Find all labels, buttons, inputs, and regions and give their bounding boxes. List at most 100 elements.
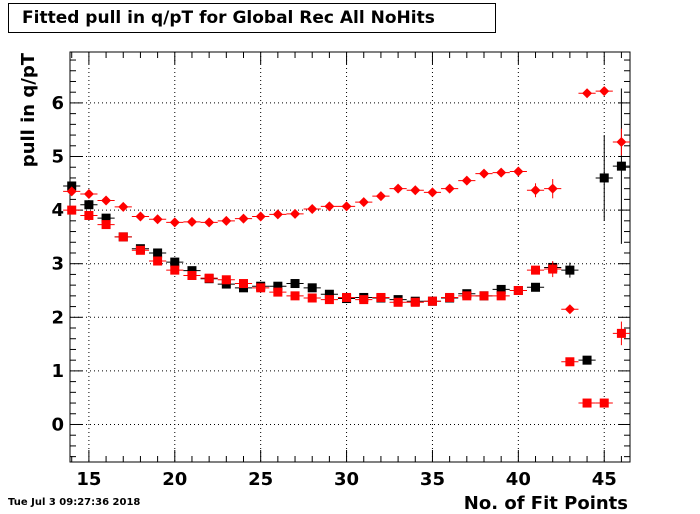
- data-point-square: [67, 205, 77, 215]
- data-point-diamond: [66, 186, 77, 197]
- x-tick-label: 20: [162, 469, 187, 490]
- data-point-diamond: [582, 88, 593, 99]
- x-tick-label: 15: [76, 469, 101, 490]
- data-point-square: [273, 281, 283, 291]
- data-point-square: [101, 220, 111, 230]
- data-point-diamond: [530, 185, 541, 196]
- data-point-diamond: [135, 211, 146, 222]
- data-point-diamond: [375, 191, 386, 202]
- data-point-square: [427, 296, 437, 306]
- data-point-diamond: [358, 197, 369, 208]
- data-point-diamond: [393, 183, 404, 194]
- data-point-square: [496, 291, 506, 301]
- y-tick-label: 6: [51, 93, 64, 114]
- data-point-square: [565, 357, 575, 367]
- data-point-square: [462, 291, 472, 301]
- data-point-diamond: [547, 183, 558, 194]
- data-point-diamond: [290, 208, 301, 219]
- x-tick-label: 45: [592, 469, 617, 490]
- data-marks: [63, 86, 630, 408]
- data-point-diamond: [616, 137, 627, 148]
- data-point-square: [84, 200, 94, 210]
- x-axis-title: No. of Fit Points: [464, 493, 628, 514]
- data-point-square: [565, 265, 575, 275]
- data-point-diamond: [324, 201, 335, 212]
- data-point-square: [273, 287, 283, 297]
- data-point-square: [135, 245, 145, 255]
- data-point-square: [582, 398, 592, 408]
- data-point-diamond: [341, 201, 352, 212]
- y-axis-title: pull in q/pT: [18, 52, 39, 167]
- data-point-diamond: [204, 217, 215, 228]
- data-point-square: [67, 181, 77, 191]
- data-point-diamond: [186, 216, 197, 227]
- data-point-square: [342, 292, 352, 302]
- y-tick-label: 0: [51, 414, 64, 435]
- chart-title: Fitted pull in q/pT for Global Rec All N…: [8, 3, 496, 33]
- data-point-square: [410, 297, 420, 307]
- data-point-square: [153, 248, 163, 258]
- x-tick-label: 35: [420, 469, 445, 490]
- data-point-diamond: [478, 168, 489, 179]
- series-0: [63, 88, 630, 365]
- data-point-square: [376, 292, 386, 302]
- data-point-square: [324, 289, 334, 299]
- data-point-diamond: [118, 201, 129, 212]
- data-point-square: [118, 232, 128, 242]
- data-point-diamond: [238, 213, 249, 224]
- data-point-square: [153, 256, 163, 266]
- series-1: [63, 205, 630, 408]
- y-tick-label: 1: [51, 361, 64, 382]
- data-point-diamond: [496, 167, 507, 178]
- data-point-diamond: [152, 214, 163, 225]
- grid-lines: [70, 52, 630, 462]
- data-point-square: [531, 282, 541, 292]
- timestamp: Tue Jul 3 09:27:36 2018: [8, 497, 141, 508]
- data-point-square: [393, 297, 403, 307]
- data-point-square: [238, 279, 248, 289]
- data-point-square: [531, 265, 541, 275]
- y-tick-label: 5: [51, 147, 64, 168]
- data-point-square: [496, 284, 506, 294]
- data-point-square: [445, 292, 455, 302]
- data-point-diamond: [564, 304, 575, 315]
- x-tick-label: 40: [506, 469, 531, 490]
- x-tick-label: 25: [248, 469, 273, 490]
- x-tick-label: 30: [334, 469, 359, 490]
- data-point-square: [582, 355, 592, 365]
- data-point-square: [170, 257, 180, 267]
- data-point-square: [307, 293, 317, 303]
- plot-frame: [69, 51, 631, 463]
- data-point-diamond: [427, 187, 438, 198]
- data-point-diamond: [272, 209, 283, 220]
- data-point-diamond: [461, 175, 472, 186]
- data-point-square: [84, 210, 94, 220]
- data-point-diamond: [410, 185, 421, 196]
- data-point-diamond: [307, 204, 318, 215]
- y-tick-label: 4: [51, 200, 64, 221]
- data-point-square: [170, 265, 180, 275]
- data-point-square: [221, 275, 231, 285]
- data-point-diamond: [221, 215, 232, 226]
- data-point-square: [479, 291, 489, 301]
- y-tick-label: 2: [51, 307, 64, 328]
- data-point-square: [204, 273, 214, 283]
- data-point-square: [359, 295, 369, 305]
- data-point-square: [616, 328, 626, 338]
- data-point-square: [324, 295, 334, 305]
- data-point-square: [599, 173, 609, 183]
- data-point-square: [256, 283, 266, 293]
- data-point-diamond: [255, 211, 266, 222]
- series-2: [63, 86, 630, 315]
- data-point-square: [290, 291, 300, 301]
- data-point-diamond: [101, 195, 112, 206]
- y-tick-label: 3: [51, 254, 64, 275]
- data-point-square: [599, 398, 609, 408]
- data-point-square: [616, 161, 626, 171]
- data-point-square: [290, 279, 300, 289]
- data-point-diamond: [83, 189, 94, 200]
- data-point-square: [101, 213, 111, 223]
- data-point-diamond: [513, 166, 524, 177]
